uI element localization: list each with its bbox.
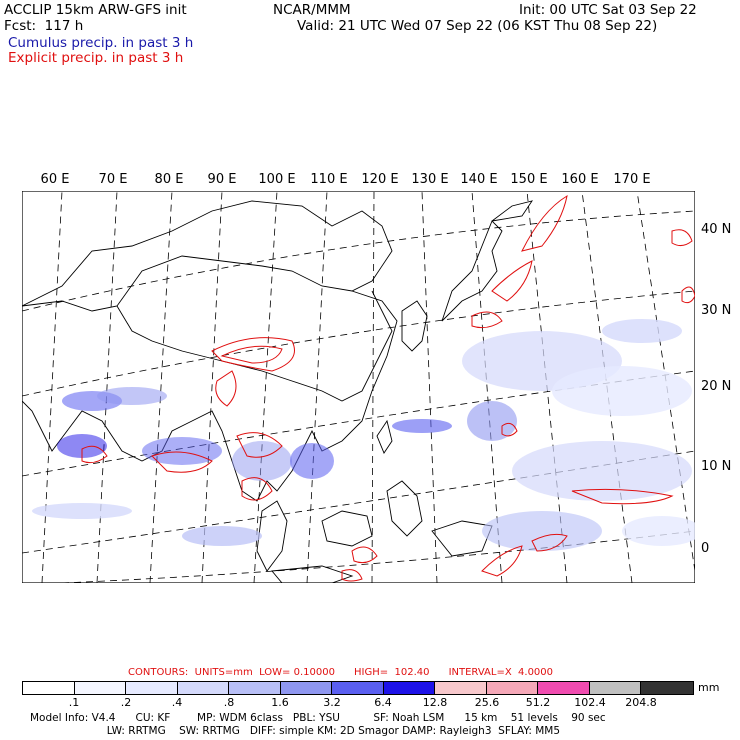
- model-info-line2: LW: RRTMG SW: RRTMG DIFF: simple KM: 2D …: [30, 725, 561, 737]
- lon-label: 170 E: [613, 172, 651, 187]
- org-label: NCAR/MMM: [273, 2, 351, 18]
- colorbar-tick: 51.2: [525, 696, 551, 709]
- colorbar-swatch: [177, 682, 229, 694]
- colorbar-swatch: [486, 682, 538, 694]
- colorbar-tick: 12.8: [422, 696, 448, 709]
- lon-label: 80 E: [154, 172, 184, 187]
- colorbar-swatch: [74, 682, 126, 694]
- lon-label: 90 E: [207, 172, 237, 187]
- colorbar-swatch: [229, 682, 281, 694]
- lon-label: 140 E: [460, 172, 498, 187]
- lon-label: 160 E: [561, 172, 599, 187]
- colorbar-tick: 25.6: [474, 696, 500, 709]
- init-time: Init: 00 UTC Sat 03 Sep 22: [519, 2, 697, 18]
- colorbar-swatch: [435, 682, 487, 694]
- model-info-line1: Model Info: V4.4 CU: KF MP: WDM 6class P…: [30, 712, 606, 724]
- colorbar-tick: 1.6: [271, 696, 289, 709]
- explicit-legend: Explicit precip. in past 3 h: [8, 50, 184, 66]
- contour-info: CONTOURS: UNITS=mm LOW= 0.10000 HIGH= 10…: [128, 667, 554, 678]
- cumulus-precip-areas: [32, 319, 695, 551]
- colorbar-tick: .2: [120, 696, 132, 709]
- colorbar-tick: 204.8: [625, 696, 657, 709]
- cumulus-legend: Cumulus precip. in past 3 h: [8, 35, 194, 51]
- colorbar-swatch: [589, 682, 641, 694]
- colorbar-swatch: [383, 682, 435, 694]
- precip-colorbar: [22, 681, 694, 695]
- lon-label: 110 E: [310, 172, 348, 187]
- lon-label: 70 E: [98, 172, 128, 187]
- lon-label: 100 E: [258, 172, 296, 187]
- lat-label: 40 N: [701, 222, 732, 237]
- colorbar-tick: 6.4: [374, 696, 392, 709]
- lat-label: 0: [701, 541, 710, 556]
- colorbar-swatch: [23, 682, 75, 694]
- explicit-precip-contours: [81, 194, 695, 582]
- colorbar-tick: .4: [171, 696, 183, 709]
- lon-label: 60 E: [40, 172, 70, 187]
- colorbar-swatch: [126, 682, 178, 694]
- colorbar-swatch: [280, 682, 332, 694]
- colorbar-tick: 3.2: [323, 696, 341, 709]
- lon-label: 130 E: [411, 172, 449, 187]
- lat-label: 30 N: [701, 303, 732, 318]
- forecast-hour: Fcst: 117 h: [4, 18, 84, 34]
- colorbar-units: mm: [698, 681, 720, 694]
- model-title: ACCLIP 15km ARW-GFS init: [4, 2, 187, 18]
- lon-label: 120 E: [361, 172, 399, 187]
- lat-label: 20 N: [701, 379, 732, 394]
- colorbar-tick: .8: [223, 696, 235, 709]
- colorbar-swatch: [641, 682, 693, 694]
- colorbar-swatch: [538, 682, 590, 694]
- valid-time: Valid: 21 UTC Wed 07 Sep 22 (06 KST Thu …: [297, 18, 658, 34]
- colorbar-swatch: [332, 682, 384, 694]
- lat-label: 10 N: [701, 459, 732, 474]
- colorbar-tick: 102.4: [574, 696, 606, 709]
- lon-label: 150 E: [510, 172, 548, 187]
- colorbar-tick: .1: [68, 696, 80, 709]
- precipitation-map: [22, 191, 695, 583]
